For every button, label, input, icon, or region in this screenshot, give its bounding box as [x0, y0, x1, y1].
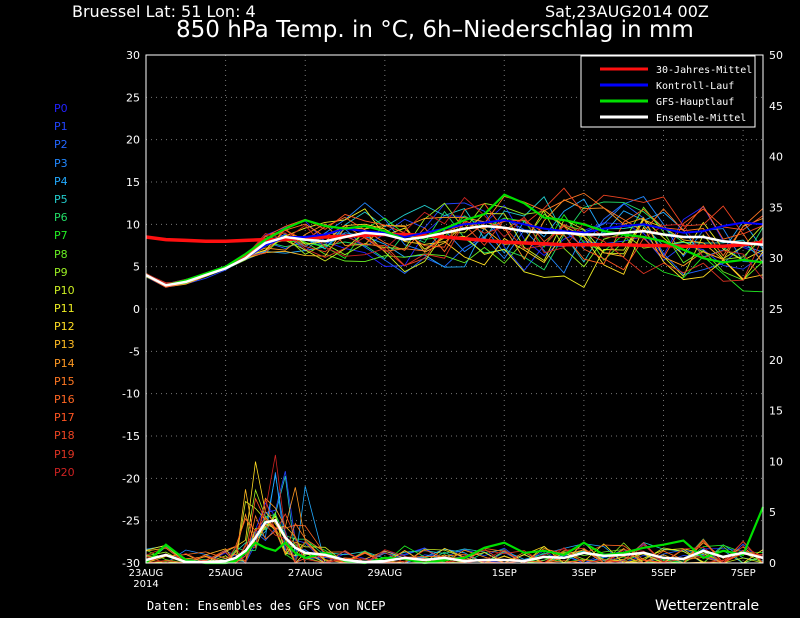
axis-tick-labels: 302520151050-5-10-15-20-25-3050454035302…	[122, 49, 783, 590]
member-label: P2	[54, 138, 68, 152]
y-left-tick-label: 5	[133, 261, 140, 274]
member-label: P16	[54, 393, 75, 406]
member-label: P5	[54, 192, 68, 206]
y-right-tick-label: 5	[769, 506, 776, 519]
y-right-tick-label: 30	[769, 252, 783, 265]
y-left-tick-label: 15	[126, 176, 140, 189]
y-left-tick-label: -20	[122, 472, 140, 485]
member-label: P11	[54, 302, 75, 316]
legend-label: GFS-Hauptlauf	[656, 97, 734, 108]
member-label: P6	[54, 211, 68, 225]
x-tick-label: 1SEP	[492, 568, 517, 579]
main-series-lines	[145, 193, 765, 565]
y-right-tick-label: 25	[769, 303, 783, 316]
x-tick-label: 27AUG	[288, 568, 323, 579]
member-label: P18	[54, 429, 75, 443]
member-label: P0	[54, 102, 68, 115]
member-label: P7	[54, 229, 68, 243]
y-left-tick-label: -5	[129, 345, 140, 358]
plot-frame	[145, 54, 764, 564]
y-right-tick-label: 40	[769, 151, 783, 164]
member-label: P12	[54, 320, 75, 334]
y-left-tick-label: 30	[126, 49, 140, 62]
x-tick-label: 23AUG	[129, 568, 164, 579]
y-left-tick-label: -15	[122, 430, 140, 443]
member-label: P15	[54, 374, 75, 388]
y-left-tick-label: 25	[126, 91, 140, 104]
ensemble-member-list: P0 P1 P2 P3 P4 P5 P6 P7 P8 P9 P10 P11 P12 P13 P14 P15 P1…	[54, 100, 75, 482]
run-date-label: Sat,23AUG2014 00Z	[545, 2, 709, 21]
y-left-tick-label: 0	[133, 303, 140, 316]
ensemble-mean-precip-line	[145, 518, 764, 564]
y-right-tick-label: 0	[769, 557, 776, 570]
y-left-tick-label: 10	[126, 218, 140, 231]
brand-label: Wetterzentrale	[655, 598, 760, 614]
y-left-tick-label: -30	[122, 557, 140, 570]
ensemble-mean-line	[145, 224, 764, 287]
member-label: P13	[54, 338, 75, 352]
member-temp-line	[145, 198, 764, 288]
y-right-tick-label: 45	[769, 100, 783, 113]
member-label: P20	[54, 465, 75, 479]
chart-legend: 30-Jahres-Mittel Kontroll-Lauf GFS-Hauptla…	[580, 55, 756, 128]
member-label: P14	[54, 356, 75, 370]
gfs-main-run-line	[145, 193, 764, 287]
member-temp-line	[145, 209, 764, 285]
chart-title: 850 hPa Temp. in °C, 6h–Niederschlag in …	[176, 17, 694, 43]
location-label: Bruessel Lat: 51 Lon: 4	[72, 2, 256, 21]
x-tick-label: 25AUG	[208, 568, 243, 579]
y-left-tick-label: -25	[122, 515, 140, 528]
member-label: P17	[54, 411, 75, 425]
y-right-tick-label: 35	[769, 201, 783, 214]
gfs-precip-line	[145, 506, 765, 565]
legend-label: Kontroll-Lauf	[656, 81, 734, 92]
y-right-tick-label: 15	[769, 405, 783, 418]
y-right-tick-label: 10	[769, 455, 783, 468]
member-precip-line	[145, 500, 764, 564]
y-left-tick-label: -10	[122, 388, 140, 401]
member-label: P1	[54, 120, 68, 134]
member-label: P3	[54, 156, 68, 170]
data-credit: Daten: Ensembles des GFS von NCEP	[147, 599, 386, 613]
x-tick-label: 7SEP	[731, 568, 756, 579]
member-label: P4	[54, 174, 68, 188]
x-tick-label: 5SEP	[651, 568, 676, 579]
y-right-tick-label: 20	[769, 354, 783, 367]
member-label: P10	[54, 283, 75, 297]
y-right-tick-label: 50	[769, 49, 783, 62]
legend-label: Ensemble-Mittel	[656, 113, 746, 124]
climate-mean-line	[145, 232, 764, 249]
member-precip-line	[145, 498, 764, 564]
x-year-label: 2014	[133, 579, 158, 590]
x-tick-label: 3SEP	[571, 568, 596, 579]
y-left-tick-label: 20	[126, 134, 140, 147]
member-label: P19	[54, 447, 75, 461]
member-label: P9	[54, 265, 68, 279]
legend-label: 30-Jahres-Mittel	[656, 65, 752, 76]
member-label: P8	[54, 247, 68, 261]
x-tick-label: 29AUG	[368, 568, 403, 579]
